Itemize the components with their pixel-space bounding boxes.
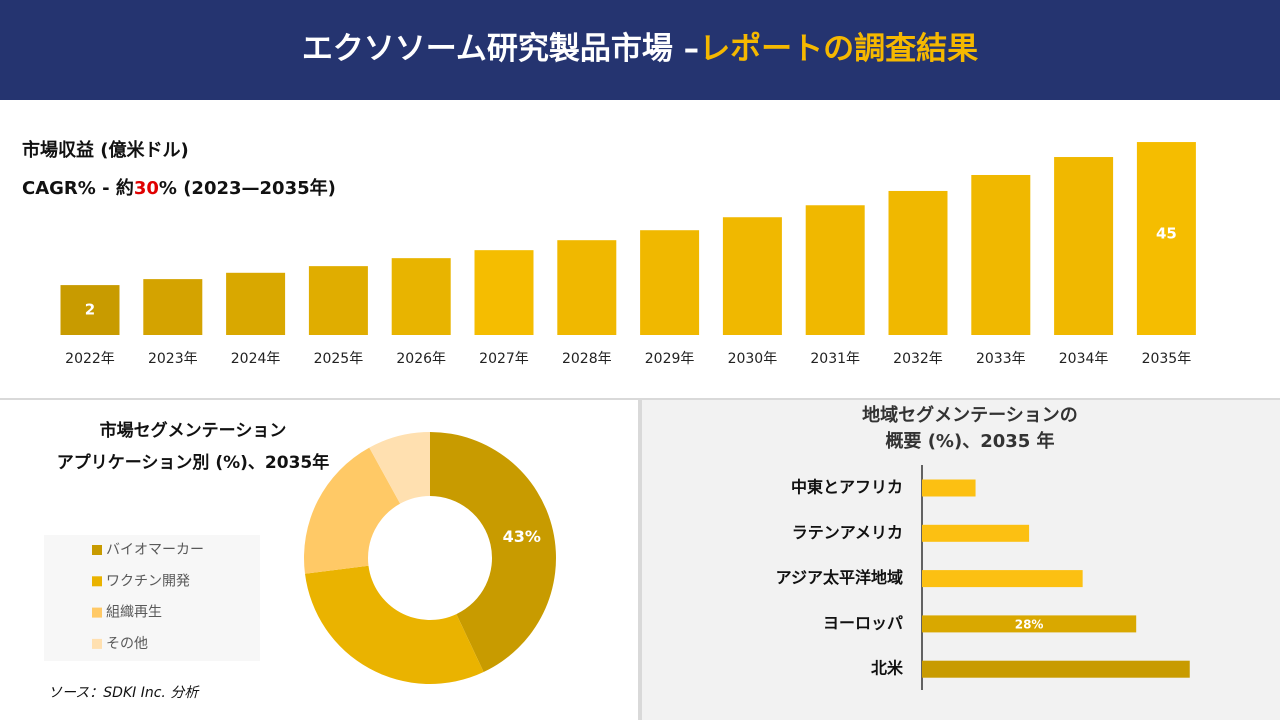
header-title: エクソソーム研究製品市場 –レポートの調査結果	[302, 31, 978, 67]
legend-label: バイオマーカー	[106, 542, 204, 558]
x-tick-label: 2022年	[65, 351, 115, 367]
title-highlight: レポートの調査結果	[699, 31, 978, 67]
bar	[922, 524, 1030, 542]
donut-slice	[430, 432, 556, 673]
bar	[922, 660, 1190, 678]
value-label: 43%	[503, 527, 541, 546]
panel-divider	[638, 400, 642, 720]
x-tick-label: 2023年	[148, 351, 198, 367]
y-tick-label: ラテンアメリカ	[792, 523, 903, 542]
bar	[1054, 157, 1114, 335]
bar	[640, 230, 700, 335]
y-tick-label: 北米	[871, 659, 904, 678]
source: ソース：SDKI Inc. 分析	[48, 685, 200, 701]
header-bar	[0, 0, 1280, 100]
cagr-suffix: % (2023—2035年)	[159, 177, 336, 199]
bar	[922, 570, 1083, 588]
x-tick-label: 2031年	[810, 351, 860, 367]
legend-swatch	[92, 545, 102, 555]
y-tick-label: 中東とアフリカ	[791, 478, 903, 497]
x-tick-label: 2028年	[562, 351, 612, 367]
bar	[391, 258, 451, 335]
legend-swatch	[92, 638, 102, 649]
legend-box	[44, 535, 260, 661]
y-tick-label: アジア太平洋地域	[776, 568, 903, 587]
x-tick-label: 2032年	[893, 351, 943, 367]
x-tick-label: 2034年	[1059, 351, 1109, 367]
bar	[226, 272, 286, 335]
value-label: 2	[85, 301, 95, 319]
bar	[308, 266, 368, 335]
x-tick-label: 2029年	[645, 351, 695, 367]
bar	[922, 615, 1137, 633]
bar	[474, 250, 534, 335]
donut-slice	[304, 565, 484, 684]
bar	[922, 479, 976, 497]
legend-label: ワクチン開発	[106, 573, 190, 589]
cagr-prefix: CAGR% - 約	[22, 177, 134, 199]
bar	[888, 190, 948, 335]
bar	[1136, 142, 1196, 335]
donut-title-1: 市場セグメンテーション	[100, 420, 287, 441]
value-label: 28%	[1015, 617, 1044, 631]
x-tick-label: 2026年	[396, 351, 446, 367]
y-tick-label: ヨーロッパ	[823, 613, 903, 632]
x-tick-label: 2033年	[976, 351, 1026, 367]
cagr-line: CAGR% - 約30% (2023—2035年)	[22, 177, 336, 199]
x-tick-label: 2027年	[479, 351, 529, 367]
legend-label: その他	[106, 636, 148, 652]
bar	[722, 217, 782, 335]
bar	[557, 240, 617, 335]
bar	[805, 205, 865, 335]
legend-label: 組織再生	[106, 605, 162, 621]
donut-title-2: アプリケーション別 (%)、2035年	[57, 452, 329, 473]
region-title-2: 概要 (%)、2035 年	[885, 430, 1054, 452]
divider	[0, 398, 1280, 400]
x-tick-label: 2024年	[231, 351, 281, 367]
donut-slice	[304, 447, 401, 574]
x-tick-label: 2025年	[314, 351, 364, 367]
bar	[60, 285, 120, 335]
value-label: 45	[1156, 225, 1177, 243]
title-main: エクソソーム研究製品市場 –	[302, 31, 699, 67]
donut-slice	[369, 432, 430, 504]
x-tick-label: 2035年	[1142, 351, 1192, 367]
bar	[971, 174, 1031, 335]
legend-swatch	[92, 576, 102, 587]
region-title-1: 地域セグメンテーションの	[862, 404, 1078, 426]
legend-swatch	[92, 607, 102, 618]
x-tick-label: 2030年	[728, 351, 778, 367]
bar	[143, 279, 203, 335]
cagr-value: 30	[134, 178, 159, 199]
revenue-title: 市場収益 (億米ドル)	[22, 139, 189, 161]
